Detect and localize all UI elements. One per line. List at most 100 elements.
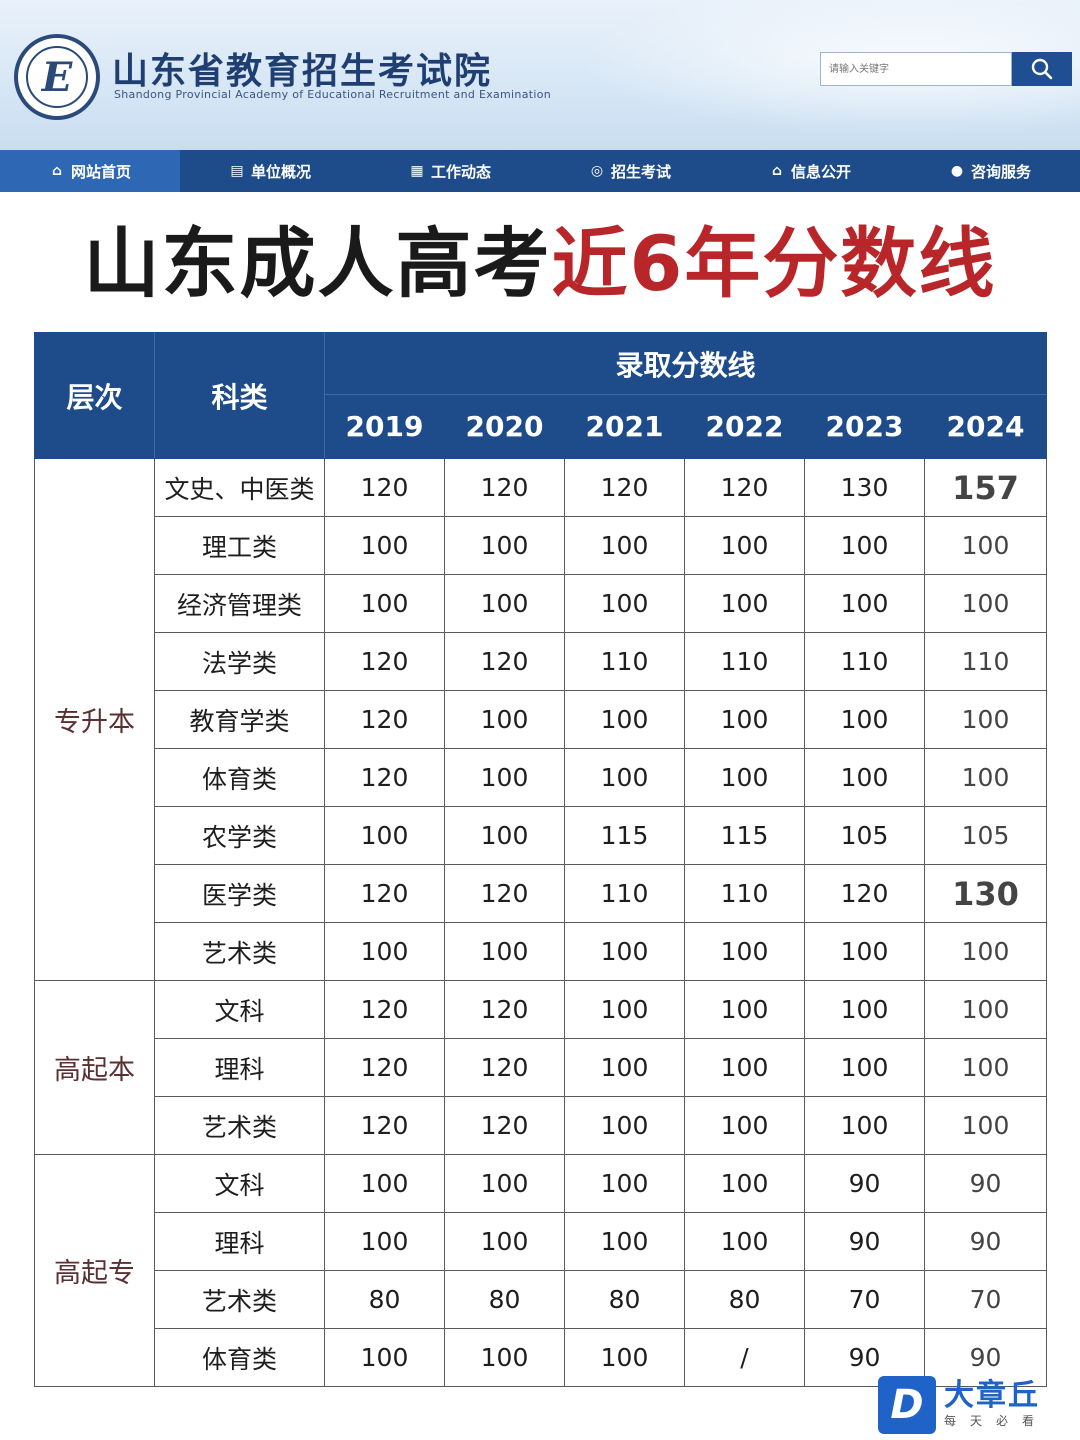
subject-cell: 体育类 (154, 748, 325, 807)
subject-cell: 文科 (154, 980, 325, 1039)
page-title-main: 山东成人高考 (83, 219, 552, 308)
subject-cell: 教育学类 (154, 690, 325, 749)
nav-item-news[interactable]: ▦ 工作动态 (360, 150, 540, 192)
search-icon (1031, 58, 1053, 80)
score-cell: 100 (564, 1096, 685, 1155)
score-cell: 100 (324, 1328, 445, 1387)
table-row: 理科 100 100 100 100 90 90 (35, 1212, 1048, 1271)
level-cell: 高起专 (34, 1154, 155, 1387)
header-year: 2022 (684, 394, 805, 459)
score-cell: 120 (444, 864, 565, 923)
score-cell: 90 (804, 1212, 925, 1271)
score-cell: 110 (564, 864, 685, 923)
table-row: 艺术类 80 80 80 80 70 70 (35, 1270, 1048, 1329)
score-cell: 100 (804, 922, 925, 981)
score-cell: 120 (444, 458, 565, 517)
score-cell: 110 (804, 632, 925, 691)
header-year: 2020 (444, 394, 565, 459)
score-cell: 120 (324, 748, 445, 807)
score-table: 层次 科类 录取分数线 2019 2020 2021 2022 2023 2024 专升本… (34, 332, 1048, 1387)
nav-item-label: 咨询服务 (970, 162, 1031, 181)
nav-item-overview[interactable]: ▤ 单位概况 (180, 150, 360, 192)
score-cell: 100 (923, 748, 1048, 807)
score-cell: 100 (324, 922, 445, 981)
subject-cell: 农学类 (154, 806, 325, 865)
user-service-icon: ● (950, 163, 964, 179)
score-cell: 100 (324, 1154, 445, 1213)
nav-item-label: 单位概况 (250, 162, 311, 181)
logo-ring: E (26, 46, 88, 108)
score-cell: 120 (324, 980, 445, 1039)
table-row: 艺术类 100 100 100 100 100 100 (35, 922, 1048, 981)
score-cell: 100 (564, 690, 685, 749)
subject-cell: 理工类 (154, 516, 325, 575)
score-cell: 100 (564, 922, 685, 981)
subject-cell: 医学类 (154, 864, 325, 923)
table-row: 理工类 100 100 100 100 100 100 (35, 516, 1048, 575)
score-cell: 90 (923, 1154, 1048, 1213)
score-cell: 100 (804, 574, 925, 633)
logo-letter: E (41, 53, 73, 101)
score-cell: 100 (684, 1212, 805, 1271)
score-cell: 90 (923, 1328, 1048, 1387)
table-header: 层次 科类 录取分数线 2019 2020 2021 2022 2023 2024 (34, 332, 1048, 459)
score-cell: 100 (684, 922, 805, 981)
building-icon: ▤ (230, 163, 244, 179)
score-cell: / (684, 1328, 805, 1387)
score-cell: 100 (444, 516, 565, 575)
score-cell: 100 (564, 1212, 685, 1271)
score-cell: 80 (564, 1270, 685, 1329)
watermark-badge: D 大章丘 每天必看 (878, 1374, 1078, 1436)
score-cell: 100 (564, 1154, 685, 1213)
score-cell: 100 (444, 1328, 565, 1387)
header-year: 2024 (923, 394, 1048, 459)
subject-cell: 经济管理类 (154, 574, 325, 633)
nav-item-exams[interactable]: ◎ 招生考试 (540, 150, 720, 192)
info-icon: ⌂ (771, 163, 782, 179)
score-cell: 110 (684, 632, 805, 691)
score-cell: 100 (324, 806, 445, 865)
score-cell: 105 (804, 806, 925, 865)
score-cell: 90 (804, 1154, 925, 1213)
score-cell: 100 (564, 574, 685, 633)
score-cell: 120 (324, 632, 445, 691)
nav-item-info[interactable]: ⌂ 信息公开 (720, 150, 900, 192)
score-cell: 100 (324, 1212, 445, 1271)
score-cell: 100 (564, 748, 685, 807)
page-title-highlight: 近6年分数线 (551, 219, 997, 308)
score-table-container: 层次 科类 录取分数线 2019 2020 2021 2022 2023 2024 专升本… (34, 332, 1048, 1387)
score-cell: 100 (444, 748, 565, 807)
level-cell: 高起本 (34, 980, 155, 1155)
search-button[interactable] (1012, 52, 1072, 86)
header-year: 2021 (564, 394, 685, 459)
table-row: 体育类 100 100 100/90 90 (35, 1328, 1048, 1387)
score-cell: 100 (804, 1038, 925, 1097)
table-row: 理科 120 120 100 100 100 100 (35, 1038, 1048, 1097)
score-cell: 100 (564, 1038, 685, 1097)
score-cell: 100 (684, 1038, 805, 1097)
score-cell: 100 (444, 1212, 565, 1271)
table-row: 高起本 文科 120 120 100 100 100 100 (34, 980, 1048, 1155)
home-icon: ⌂ (51, 163, 62, 179)
table-row: 农学类 100 100 115 115 105 105 (35, 806, 1048, 865)
score-cell: 100 (684, 516, 805, 575)
subject-cell: 文史、中医类 (154, 458, 325, 517)
score-cell: 110 (923, 632, 1048, 691)
nav-item-home[interactable]: ⌂ 网站首页 (0, 150, 180, 192)
score-cell: 100 (684, 748, 805, 807)
main-nav: ⌂ 网站首页 ▤ 单位概况 ▦ 工作动态 ◎ 招生考试 ⌂ 信息公开 ● 咨询服… (0, 150, 1080, 192)
subject-cell: 理科 (154, 1212, 325, 1271)
score-cell: 100 (804, 1096, 925, 1155)
score-cell: 100 (684, 574, 805, 633)
search-input[interactable] (820, 52, 1012, 86)
score-cell: 100 (444, 922, 565, 981)
header-score-group: 录取分数线 (323, 332, 1048, 395)
news-icon: ▦ (410, 163, 424, 179)
level-cell: 专升本 (34, 458, 155, 981)
nav-item-service[interactable]: ● 咨询服务 (900, 150, 1080, 192)
header-year: 2023 (804, 394, 925, 459)
score-cell: 100 (444, 1154, 565, 1213)
site-logo[interactable]: E (14, 34, 100, 120)
subject-cell: 体育类 (154, 1328, 325, 1387)
site-title[interactable]: 山东省教育招生考试院 (112, 51, 493, 92)
